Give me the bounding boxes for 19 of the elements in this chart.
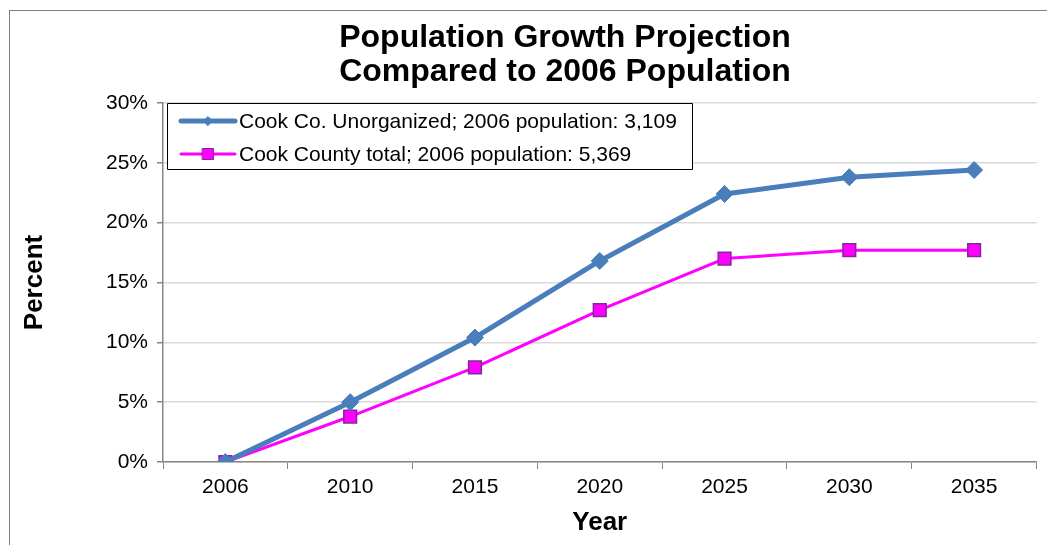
legend-label: Cook County total; 2006 population: 5,369 (239, 141, 632, 165)
x-tick-label: 2025 (701, 474, 748, 498)
y-tick-label: 25% (105, 149, 148, 173)
x-tick-label: 2020 (576, 474, 624, 498)
legend-label: Cook Co. Unorganized; 2006 population: 3,109 (239, 108, 677, 132)
x-tick-label: 2035 (950, 474, 998, 498)
y-tick-label: 5% (117, 388, 148, 412)
y-tick-label: 0% (117, 448, 148, 472)
y-tick-label: 30% (105, 89, 148, 113)
y-tick-label: 20% (105, 209, 148, 233)
x-tick-label: 2015 (451, 474, 499, 498)
chart-title: Population Growth Projection Compared to 2006 Population (338, 18, 792, 88)
x-tick-label: 2010 (326, 474, 374, 498)
x-tick-label: 2030 (825, 474, 873, 498)
y-tick-label: 15% (105, 269, 148, 293)
y-axis-title: Percent (17, 234, 48, 331)
y-tick-label: 10% (105, 329, 148, 353)
x-tick-label: 2006 (202, 474, 249, 498)
x-axis-title: Year (572, 505, 628, 536)
